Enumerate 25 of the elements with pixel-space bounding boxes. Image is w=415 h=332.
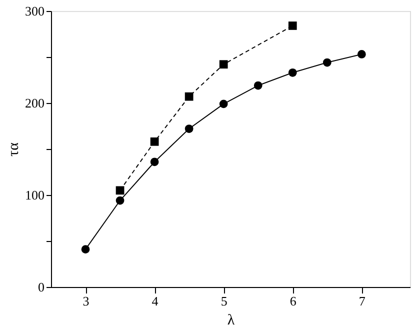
y-axis-title: τα	[6, 142, 22, 156]
y-tick-label: 300	[25, 4, 44, 18]
point	[288, 22, 297, 30]
point	[322, 58, 332, 67]
y-tick-label: 200	[25, 96, 44, 110]
point	[184, 124, 194, 133]
y-tick-label: 0	[38, 280, 44, 294]
point	[116, 196, 124, 205]
x-tick-label: 6	[290, 294, 297, 308]
x-tick-label: 5	[220, 294, 228, 308]
x-axis-title: λ	[227, 312, 236, 328]
point	[219, 60, 228, 69]
point	[288, 68, 297, 77]
x-tick-label: 4	[152, 294, 159, 308]
point	[150, 158, 159, 166]
point	[184, 92, 194, 101]
point	[81, 245, 90, 254]
point	[357, 50, 366, 58]
point	[254, 81, 262, 90]
y-tick-label: 100	[25, 188, 44, 202]
point	[116, 186, 124, 195]
x-tick-label: 3	[82, 294, 90, 308]
x-tick-label: 7	[358, 294, 366, 308]
point	[219, 100, 228, 108]
point	[150, 137, 159, 146]
